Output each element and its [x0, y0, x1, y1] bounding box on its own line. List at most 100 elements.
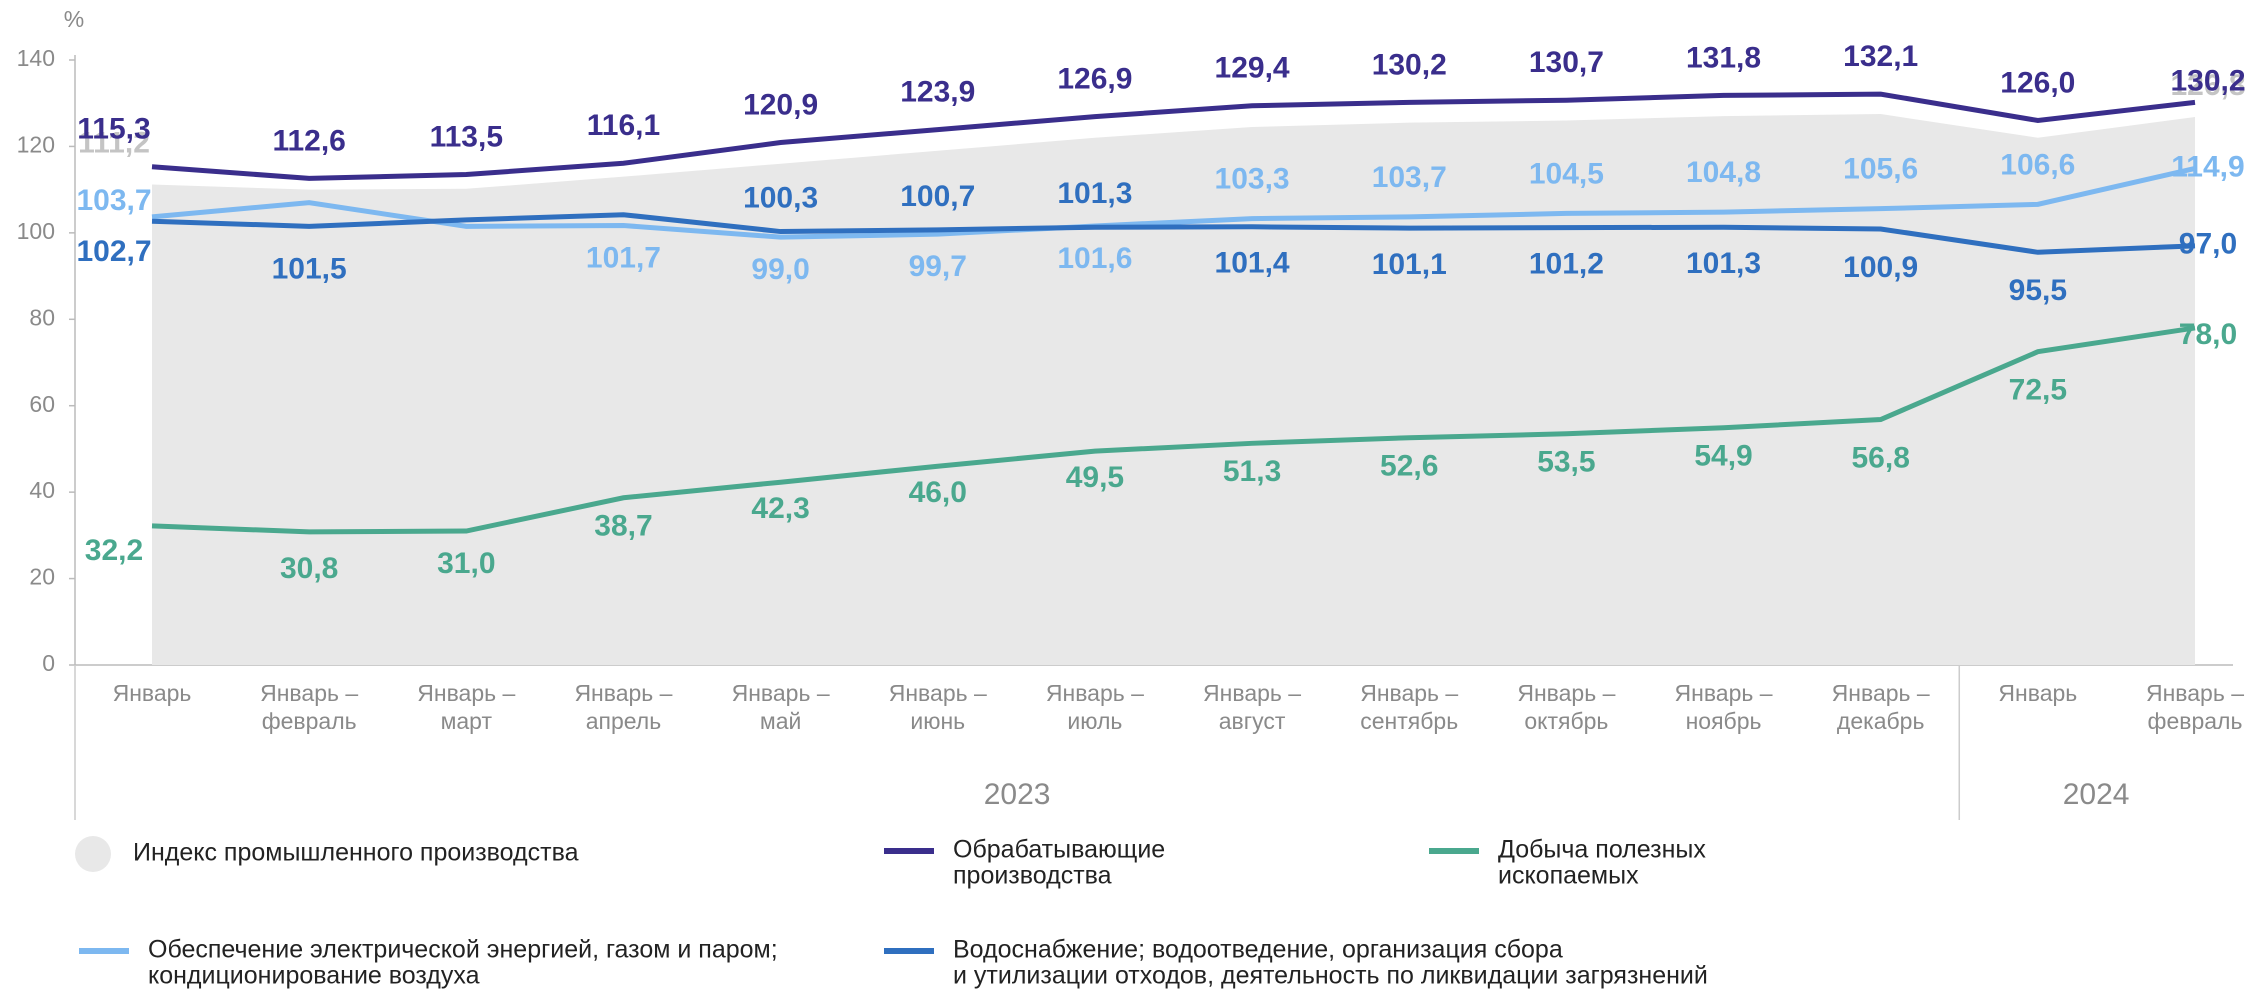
value-label: 103,7 — [76, 184, 151, 217]
y-tick-label: 20 — [29, 564, 55, 590]
legend-label: кондиционирование воздуха — [148, 962, 480, 990]
y-tick-label: 100 — [17, 218, 55, 244]
value-label: 104,8 — [1686, 156, 1761, 189]
x-tick-label: Январь – — [889, 680, 987, 706]
value-label: 113,5 — [430, 120, 503, 153]
value-label: 97,0 — [2179, 228, 2237, 261]
x-tick-label: Январь – — [1675, 680, 1773, 706]
line — [151, 212, 2196, 255]
y-tick-label: 40 — [29, 477, 55, 503]
value-label: 53,5 — [1537, 446, 1595, 479]
year-label: 2023 — [984, 778, 1051, 811]
value-label: 131,8 — [1686, 41, 1761, 74]
value-label: 51,3 — [1223, 455, 1281, 488]
x-tick-label: Январь — [1998, 680, 2077, 706]
x-tick-label: Январь – — [2146, 680, 2244, 706]
legend-label: ископаемых — [1498, 862, 1639, 890]
x-tick-label: сентябрь — [1360, 708, 1458, 734]
value-label: 130,2 — [2170, 64, 2245, 97]
value-label: 126,8 — [2170, 69, 2245, 102]
value-label: 105,6 — [1843, 153, 1918, 186]
value-label: 72,5 — [2009, 374, 2067, 407]
value-label: 103,3 — [1215, 163, 1290, 196]
x-tick-label: Январь – — [417, 680, 515, 706]
y-unit-label: % — [64, 6, 84, 32]
value-label: 38,7 — [594, 510, 652, 543]
legend-swatch — [75, 836, 111, 872]
x-tick-label: март — [441, 708, 493, 734]
y-tick-label: 140 — [17, 45, 55, 71]
value-label: 106,6 — [2000, 148, 2075, 181]
x-tick-label: август — [1219, 708, 1286, 734]
value-label: 130,7 — [1529, 46, 1604, 79]
value-label: 120,9 — [743, 88, 818, 121]
value-label: 99,7 — [909, 250, 967, 283]
value-label: 104,5 — [1529, 157, 1604, 190]
x-tick-label: июль — [1067, 708, 1122, 734]
value-label: 101,3 — [1686, 247, 1761, 280]
value-label: 46,0 — [909, 476, 967, 509]
value-label: 126,0 — [2000, 66, 2075, 99]
value-label: 30,8 — [280, 552, 338, 585]
x-tick-label: Январь – — [1360, 680, 1458, 706]
x-tick-label: Январь – — [1203, 680, 1301, 706]
value-label: 132,1 — [1843, 40, 1918, 73]
value-label: 129,4 — [1215, 52, 1290, 85]
x-tick-label: Январь – — [1832, 680, 1930, 706]
value-label: 52,6 — [1380, 450, 1438, 483]
value-label: 49,5 — [1066, 461, 1124, 494]
x-tick-label: апрель — [586, 708, 661, 734]
line — [151, 91, 2196, 181]
x-tick-label: Январь — [113, 680, 192, 706]
value-label: 32,2 — [85, 534, 143, 567]
x-tick-label: Январь – — [732, 680, 830, 706]
legend-label: и утилизации отходов, деятельность по ли… — [953, 962, 1708, 990]
value-label: 101,3 — [1057, 177, 1132, 210]
value-label: 112,6 — [272, 124, 345, 157]
x-tick-label: май — [760, 708, 801, 734]
value-label: 103,7 — [1372, 161, 1447, 194]
value-label: 78,0 — [2179, 318, 2237, 351]
legend-label: Водоснабжение; водоотведение, организаци… — [953, 936, 1563, 964]
value-label: 100,3 — [743, 181, 818, 214]
y-tick-label: 60 — [29, 391, 55, 417]
value-label: 101,4 — [1215, 247, 1290, 280]
x-tick-label: июнь — [910, 708, 965, 734]
value-label: 111,2 — [78, 126, 150, 159]
line — [151, 166, 2196, 240]
legend-label: Обеспечение электрической энергией, газо… — [148, 936, 778, 964]
x-tick-label: Январь – — [260, 680, 358, 706]
value-label: 101,7 — [586, 241, 661, 274]
x-tick-label: февраль — [262, 708, 357, 734]
value-label: 102,7 — [76, 235, 151, 268]
value-label: 101,6 — [1057, 242, 1132, 275]
value-label: 101,5 — [272, 252, 347, 285]
y-tick-label: 80 — [29, 304, 55, 330]
value-label: 116,1 — [587, 109, 660, 142]
value-label: 115,3 — [77, 113, 150, 146]
legend-label: Индекс промышленного производства — [133, 839, 579, 867]
area — [152, 114, 2195, 665]
value-label: 123,9 — [900, 75, 975, 108]
value-label: 100,9 — [1843, 251, 1918, 284]
value-label: 101,2 — [1529, 248, 1604, 281]
value-label: 54,9 — [1694, 440, 1752, 473]
value-label: 130,2 — [1372, 48, 1447, 81]
value-label: 100,7 — [900, 180, 975, 213]
year-label: 2024 — [2063, 778, 2130, 811]
x-tick-label: декабрь — [1837, 708, 1925, 734]
value-label: 95,5 — [2009, 274, 2067, 307]
x-tick-label: Январь – — [1517, 680, 1615, 706]
y-tick-label: 120 — [17, 132, 55, 158]
x-tick-label: февраль — [2148, 708, 2243, 734]
legend-label: производства — [953, 862, 1112, 890]
value-label: 56,8 — [1851, 441, 1909, 474]
x-tick-label: Январь – — [1046, 680, 1144, 706]
legend-label: Добыча полезных — [1498, 836, 1706, 864]
y-tick-label: 0 — [42, 650, 55, 676]
value-label: 126,9 — [1057, 63, 1132, 96]
value-label: 31,0 — [437, 547, 495, 580]
x-tick-label: октябрь — [1524, 708, 1608, 734]
x-tick-label: ноябрь — [1686, 708, 1762, 734]
